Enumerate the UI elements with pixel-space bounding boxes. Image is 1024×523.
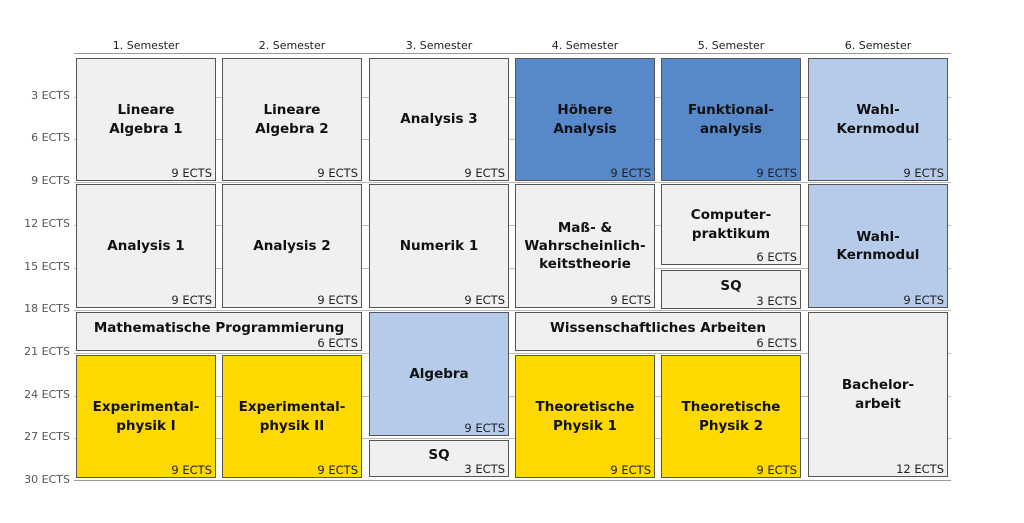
- module-box: Analysis 3 9 ECTS: [369, 58, 509, 181]
- module-title: Lineare Algebra 1: [109, 102, 183, 137]
- module-title: Experimental- physik II: [238, 399, 346, 434]
- ects-axis-label: 30 ECTS: [24, 473, 70, 486]
- module-box: Analysis 2 9 ECTS: [222, 184, 362, 308]
- module-title: Wissenschaftliches Arbeiten: [550, 320, 766, 337]
- module-ects-label: 9 ECTS: [610, 293, 651, 307]
- module-ects-label: 9 ECTS: [903, 293, 944, 307]
- top-rule: [74, 53, 951, 54]
- ects-axis-label: 12 ECTS: [24, 217, 70, 230]
- module-box: Experimental- physik II 9 ECTS: [222, 355, 362, 478]
- module-ects-label: 9 ECTS: [171, 463, 212, 477]
- module-title: Lineare Algebra 2: [255, 102, 329, 137]
- module-box: Wissenschaftliches Arbeiten 6 ECTS: [515, 312, 801, 351]
- module-title: Funktional- analysis: [687, 102, 775, 137]
- module-ects-label: 9 ECTS: [171, 166, 212, 180]
- module-box: Höhere Analysis 9 ECTS: [515, 58, 655, 181]
- semester-label: 2. Semester: [258, 39, 326, 52]
- semester-label: 1. Semester: [112, 39, 180, 52]
- module-title: Analysis 3: [400, 111, 478, 128]
- ects-axis-label: 6 ECTS: [31, 131, 70, 144]
- gridline: [74, 225, 951, 226]
- module-ects-label: 9 ECTS: [903, 166, 944, 180]
- module-title: Wahl-Kernmodul: [836, 102, 920, 137]
- module-box: SQ 3 ECTS: [369, 440, 509, 477]
- module-title: SQ: [720, 278, 742, 295]
- module-ects-label: 6 ECTS: [756, 250, 797, 264]
- module-ects-label: 9 ECTS: [171, 293, 212, 307]
- module-box: Theoretische Physik 2 9 ECTS: [661, 355, 801, 478]
- module-title: Computer- praktikum: [690, 207, 772, 242]
- semester-label: 4. Semester: [551, 39, 619, 52]
- semester-label: 6. Semester: [844, 39, 912, 52]
- gridline: [74, 182, 951, 183]
- module-title: Analysis 2: [253, 237, 331, 254]
- semester-label: 5. Semester: [697, 39, 765, 52]
- ects-axis-label: 18 ECTS: [24, 302, 70, 315]
- gridline: [74, 438, 951, 439]
- module-title: Algebra: [409, 365, 469, 382]
- module-ects-label: 9 ECTS: [610, 463, 651, 477]
- module-title: SQ: [428, 447, 450, 464]
- module-ects-label: 9 ECTS: [317, 463, 358, 477]
- module-ects-label: 9 ECTS: [464, 421, 505, 435]
- ects-axis-label: 3 ECTS: [31, 89, 70, 102]
- ects-axis-label: 24 ECTS: [24, 388, 70, 401]
- module-title: Wahl-Kernmodul: [836, 228, 920, 263]
- module-box: SQ 3 ECTS: [661, 270, 801, 309]
- module-title: Bachelor- arbeit: [841, 377, 915, 412]
- module-box: Mathematische Programmierung 6 ECTS: [76, 312, 362, 351]
- module-box: Theoretische Physik 1 9 ECTS: [515, 355, 655, 478]
- ects-axis-label: 27 ECTS: [24, 430, 70, 443]
- module-box: Experimental- physik I 9 ECTS: [76, 355, 216, 478]
- semester-label: 3. Semester: [405, 39, 473, 52]
- module-title: Theoretische Physik 1: [535, 399, 635, 434]
- module-ects-label: 9 ECTS: [610, 166, 651, 180]
- module-ects-label: 6 ECTS: [317, 336, 358, 350]
- module-box: Algebra 9 ECTS: [369, 312, 509, 436]
- bottom-rule: [74, 480, 951, 481]
- module-title: Numerik 1: [399, 237, 479, 254]
- module-title: Maß- & Wahrscheinlich- keitstheorie: [524, 219, 646, 273]
- gridline: [74, 353, 951, 354]
- module-title: Experimental- physik I: [92, 399, 200, 434]
- module-box: Lineare Algebra 1 9 ECTS: [76, 58, 216, 181]
- gridline: [74, 97, 951, 98]
- module-ects-label: 9 ECTS: [317, 166, 358, 180]
- module-ects-label: 9 ECTS: [756, 166, 797, 180]
- module-ects-label: 3 ECTS: [464, 462, 505, 476]
- module-box: Wahl-Kernmodul 9 ECTS: [808, 184, 948, 308]
- module-title: Theoretische Physik 2: [681, 399, 781, 434]
- module-title: Mathematische Programmierung: [93, 320, 345, 337]
- module-box: Wahl-Kernmodul 9 ECTS: [808, 58, 948, 181]
- module-ects-label: 12 ECTS: [896, 462, 944, 476]
- module-box: Numerik 1 9 ECTS: [369, 184, 509, 308]
- module-ects-label: 3 ECTS: [756, 294, 797, 308]
- module-ects-label: 6 ECTS: [756, 336, 797, 350]
- module-title: Höhere Analysis: [553, 102, 617, 137]
- ects-axis-label: 9 ECTS: [31, 174, 70, 187]
- gridline: [74, 268, 951, 269]
- module-box: Funktional- analysis 9 ECTS: [661, 58, 801, 181]
- gridline: [74, 396, 951, 397]
- gridline: [74, 139, 951, 140]
- module-ects-label: 9 ECTS: [464, 166, 505, 180]
- module-ects-label: 9 ECTS: [756, 463, 797, 477]
- gridline: [74, 310, 951, 311]
- module-box: Maß- & Wahrscheinlich- keitstheorie 9 ECT…: [515, 184, 655, 308]
- module-box: Computer- praktikum 6 ECTS: [661, 184, 801, 265]
- module-ects-label: 9 ECTS: [317, 293, 358, 307]
- module-title: Analysis 1: [107, 237, 185, 254]
- module-ects-label: 9 ECTS: [464, 293, 505, 307]
- ects-axis-label: 15 ECTS: [24, 260, 70, 273]
- ects-axis-label: 21 ECTS: [24, 345, 70, 358]
- module-box: Bachelor- arbeit 12 ECTS: [808, 312, 948, 477]
- module-box: Lineare Algebra 2 9 ECTS: [222, 58, 362, 181]
- module-box: Analysis 1 9 ECTS: [76, 184, 216, 308]
